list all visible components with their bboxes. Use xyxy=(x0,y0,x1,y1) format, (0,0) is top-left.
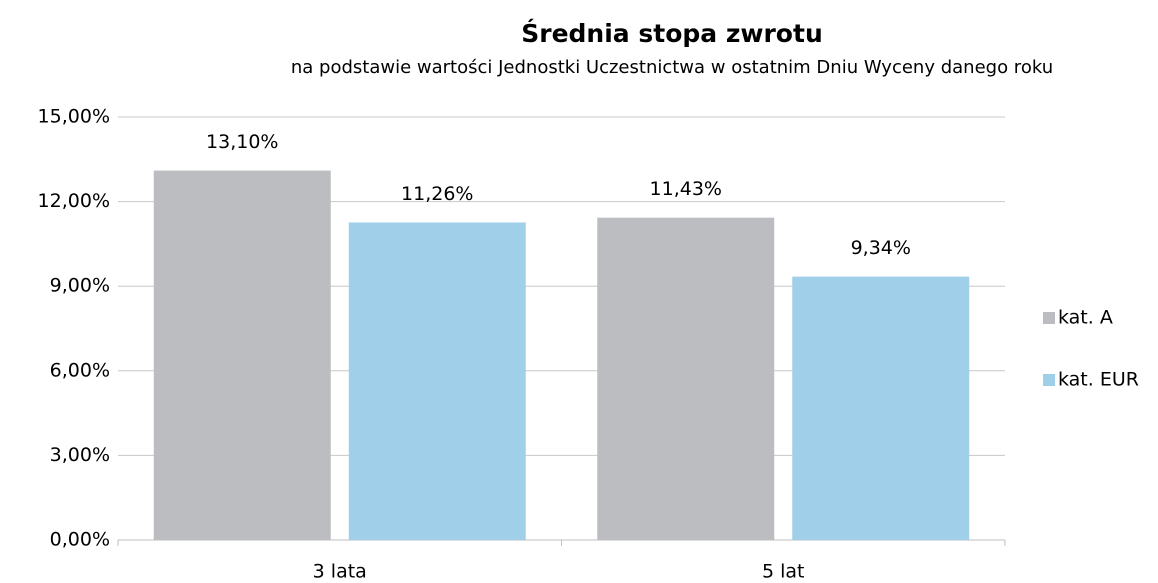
y-tick-label: 0,00% xyxy=(50,529,110,551)
x-tick-label: 3 lata xyxy=(313,561,367,583)
chart-title: Średnia stopa zwrotu xyxy=(521,18,823,48)
legend-label: kat. EUR xyxy=(1058,369,1139,391)
data-label: 13,10% xyxy=(206,131,278,153)
x-tick-label: 5 lat xyxy=(762,561,805,583)
bar xyxy=(153,170,331,540)
data-label: 11,43% xyxy=(650,178,722,200)
y-tick-label: 3,00% xyxy=(50,444,110,466)
y-tick-label: 9,00% xyxy=(50,275,110,297)
chart-subtitle: na podstawie wartości Jednostki Uczestni… xyxy=(291,57,1053,78)
y-tick-label: 15,00% xyxy=(38,106,110,128)
legend-swatch xyxy=(1043,312,1055,324)
legend-label: kat. A xyxy=(1058,307,1113,329)
y-tick-label: 6,00% xyxy=(50,359,110,381)
data-label: 9,34% xyxy=(851,237,911,259)
bar xyxy=(348,222,526,540)
bar xyxy=(792,276,970,540)
data-label: 11,26% xyxy=(401,183,473,205)
legend-swatch xyxy=(1043,374,1055,386)
y-tick-label: 12,00% xyxy=(38,190,110,212)
bar xyxy=(597,217,775,540)
